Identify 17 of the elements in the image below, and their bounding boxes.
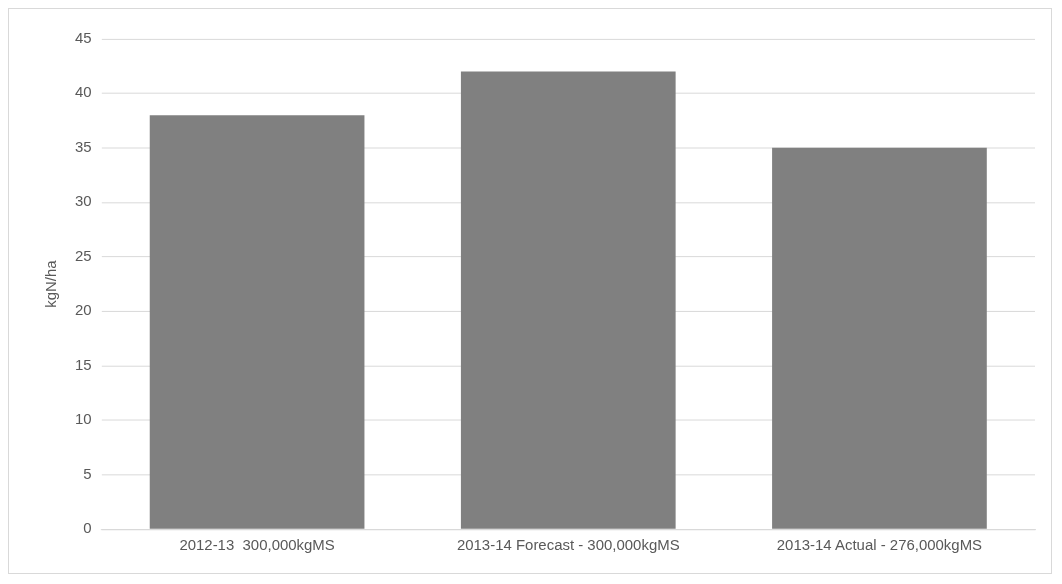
y-tick-label: 10 (74, 410, 92, 428)
y-tick-label: 0 (83, 519, 92, 537)
y-tick-label: 45 (74, 29, 92, 47)
x-tick-label: 2013-14 Forecast - 300,000kgMS (456, 536, 680, 554)
y-axis-title: kgN/ha (42, 259, 60, 308)
y-tick-label: 35 (74, 137, 92, 155)
y-tick-label: 25 (74, 246, 92, 264)
y-tick-label: 15 (74, 355, 92, 373)
bar (149, 115, 365, 529)
bar (460, 71, 676, 529)
y-tick-label: 20 (74, 301, 92, 319)
x-tick-label: 2013-14 Actual - 276,000kgMS (776, 536, 983, 554)
y-tick-label: 30 (74, 192, 92, 210)
bar (772, 147, 987, 529)
y-tick-label: 5 (83, 464, 92, 482)
x-tick-label: 2012-13 300,000kgMS (179, 536, 335, 554)
y-tick-label: 40 (74, 83, 92, 101)
